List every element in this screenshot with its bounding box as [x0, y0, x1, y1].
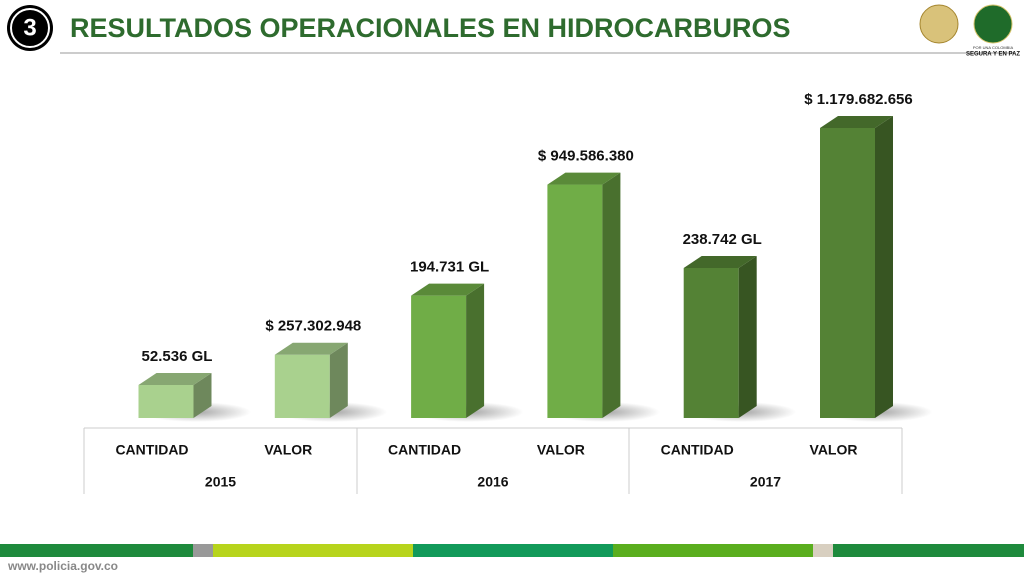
- group-label: 2015: [205, 474, 236, 490]
- bar-top: [138, 372, 212, 385]
- bar-side: [875, 116, 893, 418]
- stripe: [213, 544, 413, 557]
- group-label: 2017: [750, 474, 781, 490]
- data-label: $ 257.302.948: [265, 318, 361, 335]
- stripe: [193, 544, 213, 557]
- category-label: CANTIDAD: [388, 442, 461, 458]
- data-label: 194.731 GL: [410, 259, 489, 276]
- category-label: VALOR: [264, 442, 312, 458]
- bar: [138, 384, 194, 418]
- number-badge: [7, 5, 53, 51]
- table: [83, 427, 903, 494]
- category-label: VALOR: [537, 442, 585, 458]
- stripe: [813, 544, 833, 557]
- category-label: CANTIDAD: [661, 442, 734, 458]
- chart: 52.536 GL CANTIDAD $ 257.302.948 VALOR 194.7…: [115, 91, 933, 490]
- bar: [683, 268, 739, 418]
- bar-side: [193, 372, 212, 418]
- footer-stripe: [0, 544, 1024, 557]
- bar-side: [329, 342, 348, 418]
- stripe: [613, 544, 813, 557]
- logo-1: [919, 4, 959, 44]
- stripe: [0, 544, 193, 557]
- logo-text: SEGURA Y EN PAZ: [966, 52, 1020, 58]
- bar: [274, 354, 330, 418]
- data-label: $ 949.586.380: [538, 148, 634, 165]
- bar-top: [683, 256, 757, 268]
- logo-2: [973, 4, 1013, 44]
- bar-top: [547, 172, 621, 185]
- section-number: 3: [23, 14, 36, 41]
- category-label: CANTIDAD: [115, 442, 188, 458]
- stripe: [833, 544, 1024, 557]
- bar-side: [738, 256, 757, 418]
- bar-top: [820, 116, 893, 128]
- logo-top: POR UNA COLOMBIA: [973, 45, 1014, 50]
- stripe: [413, 544, 613, 557]
- bar: [820, 128, 875, 418]
- title: RESULTADOS OPERACIONALES EN HIDROCARBURO…: [70, 13, 791, 43]
- data-label: 238.742 GL: [683, 231, 762, 248]
- footer-url: www.policia.gov.co: [7, 559, 118, 573]
- bar-side: [466, 283, 485, 418]
- data-label: $ 1.179.682.656: [804, 91, 912, 108]
- category-label: VALOR: [810, 442, 858, 458]
- data-label: 52.536 GL: [142, 348, 213, 365]
- group-label: 2016: [477, 474, 508, 490]
- bar-top: [411, 283, 485, 296]
- bar: [547, 184, 603, 418]
- bar: [411, 295, 467, 418]
- number-badge-ring: [10, 8, 50, 48]
- bar-top: [274, 342, 348, 355]
- bar-side: [602, 172, 621, 418]
